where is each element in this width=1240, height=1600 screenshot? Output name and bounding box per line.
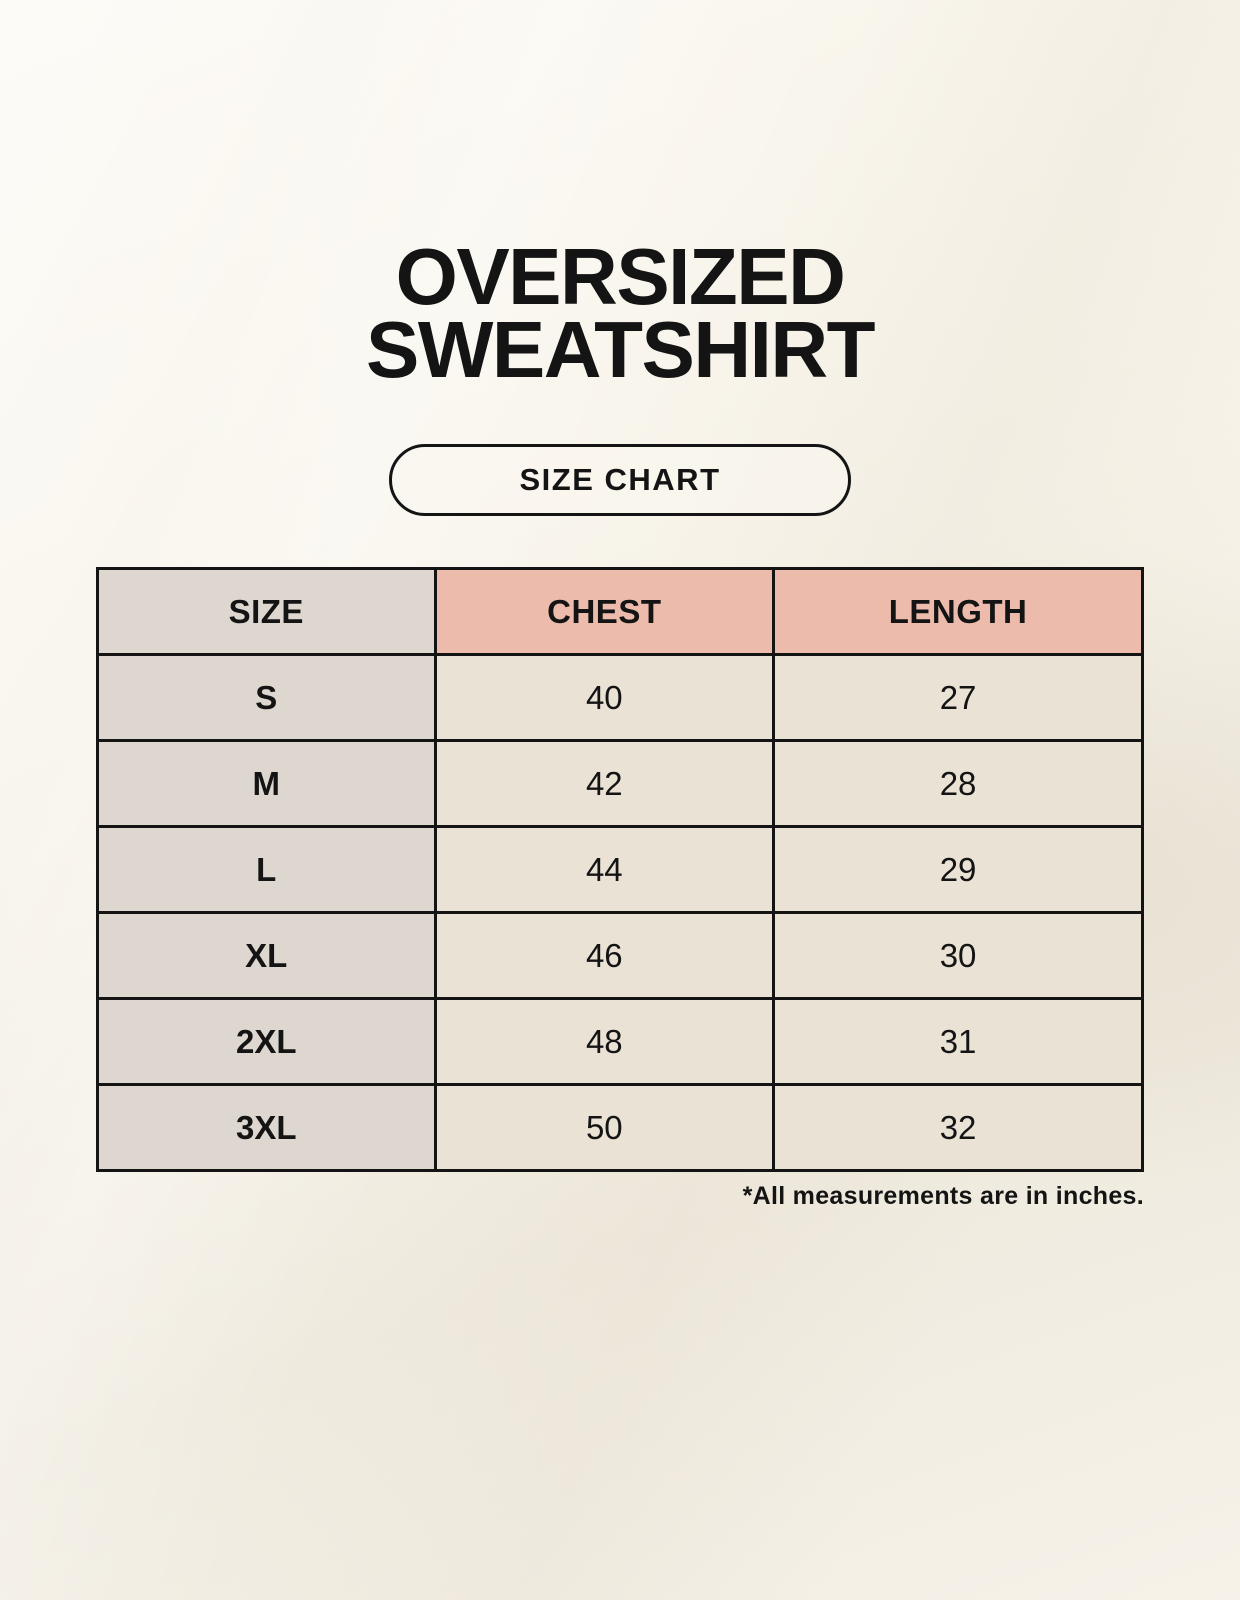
cell-chest: 46 [433,911,776,1000]
cell-length: 27 [772,653,1144,742]
cell-chest: 48 [433,997,776,1086]
cell-size: L [96,825,437,914]
cell-size: XL [96,911,437,1000]
size-chart-table: SIZE CHEST LENGTH S 40 27 M 42 28 L 44 2… [96,567,1144,1172]
table-header-row: SIZE CHEST LENGTH [96,567,1144,656]
cell-size: 2XL [96,997,437,1086]
table-row: 3XL 50 32 [96,1083,1144,1172]
cell-chest: 42 [433,739,776,828]
cell-chest: 50 [433,1083,776,1172]
cell-chest: 40 [433,653,776,742]
cell-chest: 44 [433,825,776,914]
cell-size: 3XL [96,1083,437,1172]
table-row: M 42 28 [96,739,1144,828]
cell-length: 29 [772,825,1144,914]
size-chart-button[interactable]: SIZE CHART [389,444,851,516]
table-row: S 40 27 [96,653,1144,742]
header-cell-length: LENGTH [772,567,1144,656]
table-row: 2XL 48 31 [96,997,1144,1086]
page-title: OVERSIZED SWEATSHIRT [0,232,1240,394]
cell-size: S [96,653,437,742]
header-cell-size: SIZE [96,567,437,656]
cell-length: 28 [772,739,1144,828]
table-row: L 44 29 [96,825,1144,914]
cell-length: 30 [772,911,1144,1000]
measurements-note: *All measurements are in inches. [742,1182,1144,1210]
header-cell-chest: CHEST [433,567,776,656]
cell-length: 31 [772,997,1144,1086]
cell-size: M [96,739,437,828]
table-row: XL 46 30 [96,911,1144,1000]
page-title-line-2: SWEATSHIRT [366,305,875,394]
size-chart-button-label: SIZE CHART [519,462,721,497]
cell-length: 32 [772,1083,1144,1172]
page-title-line-1: OVERSIZED [395,232,846,321]
